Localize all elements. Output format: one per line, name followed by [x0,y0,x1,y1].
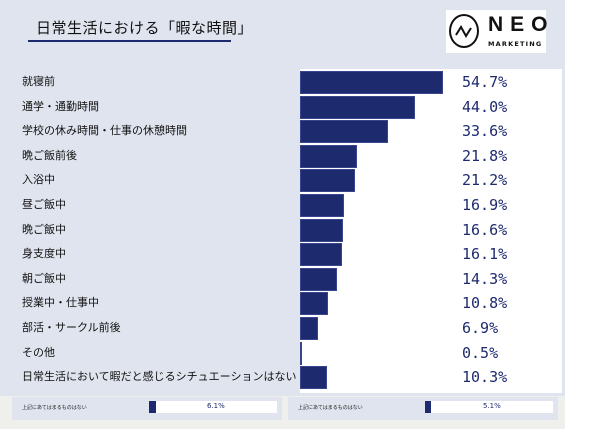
data-label: 10.3% [462,368,508,387]
chart-panel: 日常生活における「暇な時間」 NEO MARKETING 就寝前 54.7% 通学・… [0,0,565,396]
footer-value: 6.1% [207,402,225,410]
footer-value: 5.1% [483,402,501,410]
data-label: 21.2% [462,171,508,190]
data-label: 14.3% [462,269,508,288]
bar [300,243,343,267]
category-label: 昼ご飯中 [22,198,66,211]
category-label: 朝ご飯中 [22,271,66,285]
category-label: 就寝前 [22,75,55,88]
bar [300,267,338,291]
bar [300,169,356,193]
bar [300,341,302,365]
footer-bar-track: 6.1% [149,401,277,413]
bar [300,218,344,242]
footer-bar [425,401,432,413]
category-label: 日常生活において暇だと感じるシチュエーションはない [22,370,297,384]
bar [300,120,388,144]
bar [300,317,319,340]
footer-bar-track: 5.1% [425,401,553,413]
footer-panel-1: 上記にあてはまるものはない 6.1% [12,397,282,420]
data-label: 33.6% [462,122,508,141]
category-label: 身支度中 [22,247,66,261]
category-label: 授業中・仕事中 [22,296,99,310]
data-label: 16.9% [462,196,508,214]
logo-subtext: MARKETING [488,40,543,48]
neo-marketing-logo: NEO MARKETING [446,10,548,53]
background: 日常生活における「暇な時間」 NEO MARKETING 就寝前 54.7% 通学・… [0,0,565,429]
bar [300,292,329,316]
bar [300,194,345,217]
data-label: 16.1% [462,245,508,264]
data-label: 0.5% [462,343,499,362]
bar [300,71,443,94]
bar [300,144,357,168]
logo-text: NEO [488,13,555,36]
category-label: 晩ご飯中 [22,222,66,236]
category-label: 通学・通勤時間 [22,99,99,113]
footer-label: 上記にあてはまるものはない [298,405,363,411]
category-label: 晩ご飯前後 [22,148,77,162]
title-underline [28,40,231,42]
category-label: その他 [22,345,55,359]
data-label: 21.8% [462,146,508,165]
data-label: 10.8% [462,294,508,313]
data-label: 16.6% [462,220,508,239]
category-label: 部活・サークル前後 [22,321,121,334]
category-label: 入浴中 [22,173,55,187]
bar [300,95,416,119]
category-label: 学校の休み時間・仕事の休憩時間 [22,124,187,138]
footer-panel-2: 上記にあてはまるものはない 5.1% [288,397,558,420]
bar [300,366,327,390]
data-label: 54.7% [462,73,508,91]
footer-bar [149,401,157,413]
footer-label: 上記にあてはまるものはない [22,405,87,411]
data-label: 44.0% [462,97,508,116]
data-label: 6.9% [462,319,499,337]
chart-title: 日常生活における「暇な時間」 [36,19,254,37]
logo-wave-icon [449,14,479,48]
